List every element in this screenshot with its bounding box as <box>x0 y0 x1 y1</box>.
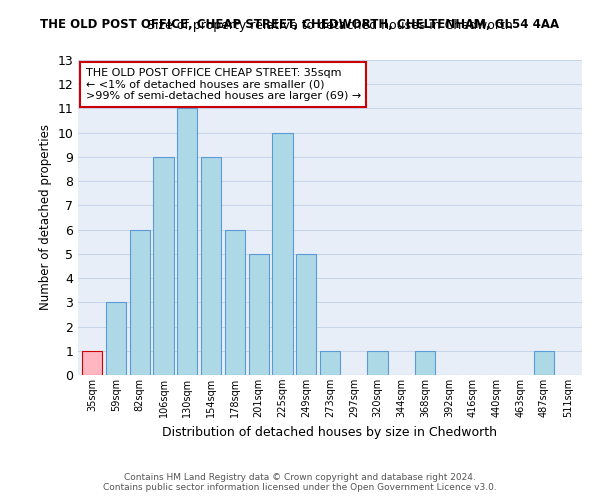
Text: THE OLD POST OFFICE CHEAP STREET: 35sqm
← <1% of detached houses are smaller (0): THE OLD POST OFFICE CHEAP STREET: 35sqm … <box>86 68 361 101</box>
X-axis label: Distribution of detached houses by size in Chedworth: Distribution of detached houses by size … <box>163 426 497 438</box>
Bar <box>320 351 340 375</box>
Title: Size of property relative to detached houses in Chedworth: Size of property relative to detached ho… <box>147 20 513 32</box>
Bar <box>415 351 435 375</box>
Bar <box>367 351 388 375</box>
Y-axis label: Number of detached properties: Number of detached properties <box>39 124 52 310</box>
Text: THE OLD POST OFFICE, CHEAP STREET, CHEDWORTH, CHELTENHAM, GL54 4AA: THE OLD POST OFFICE, CHEAP STREET, CHEDW… <box>40 18 560 30</box>
Bar <box>534 351 554 375</box>
Bar <box>225 230 245 375</box>
Text: Contains HM Land Registry data © Crown copyright and database right 2024.
Contai: Contains HM Land Registry data © Crown c… <box>103 473 497 492</box>
Bar <box>154 157 173 375</box>
Bar <box>272 132 293 375</box>
Bar <box>106 302 126 375</box>
Bar <box>296 254 316 375</box>
Bar <box>130 230 150 375</box>
Bar <box>248 254 269 375</box>
Bar <box>82 351 103 375</box>
Bar <box>177 108 197 375</box>
Bar <box>201 157 221 375</box>
